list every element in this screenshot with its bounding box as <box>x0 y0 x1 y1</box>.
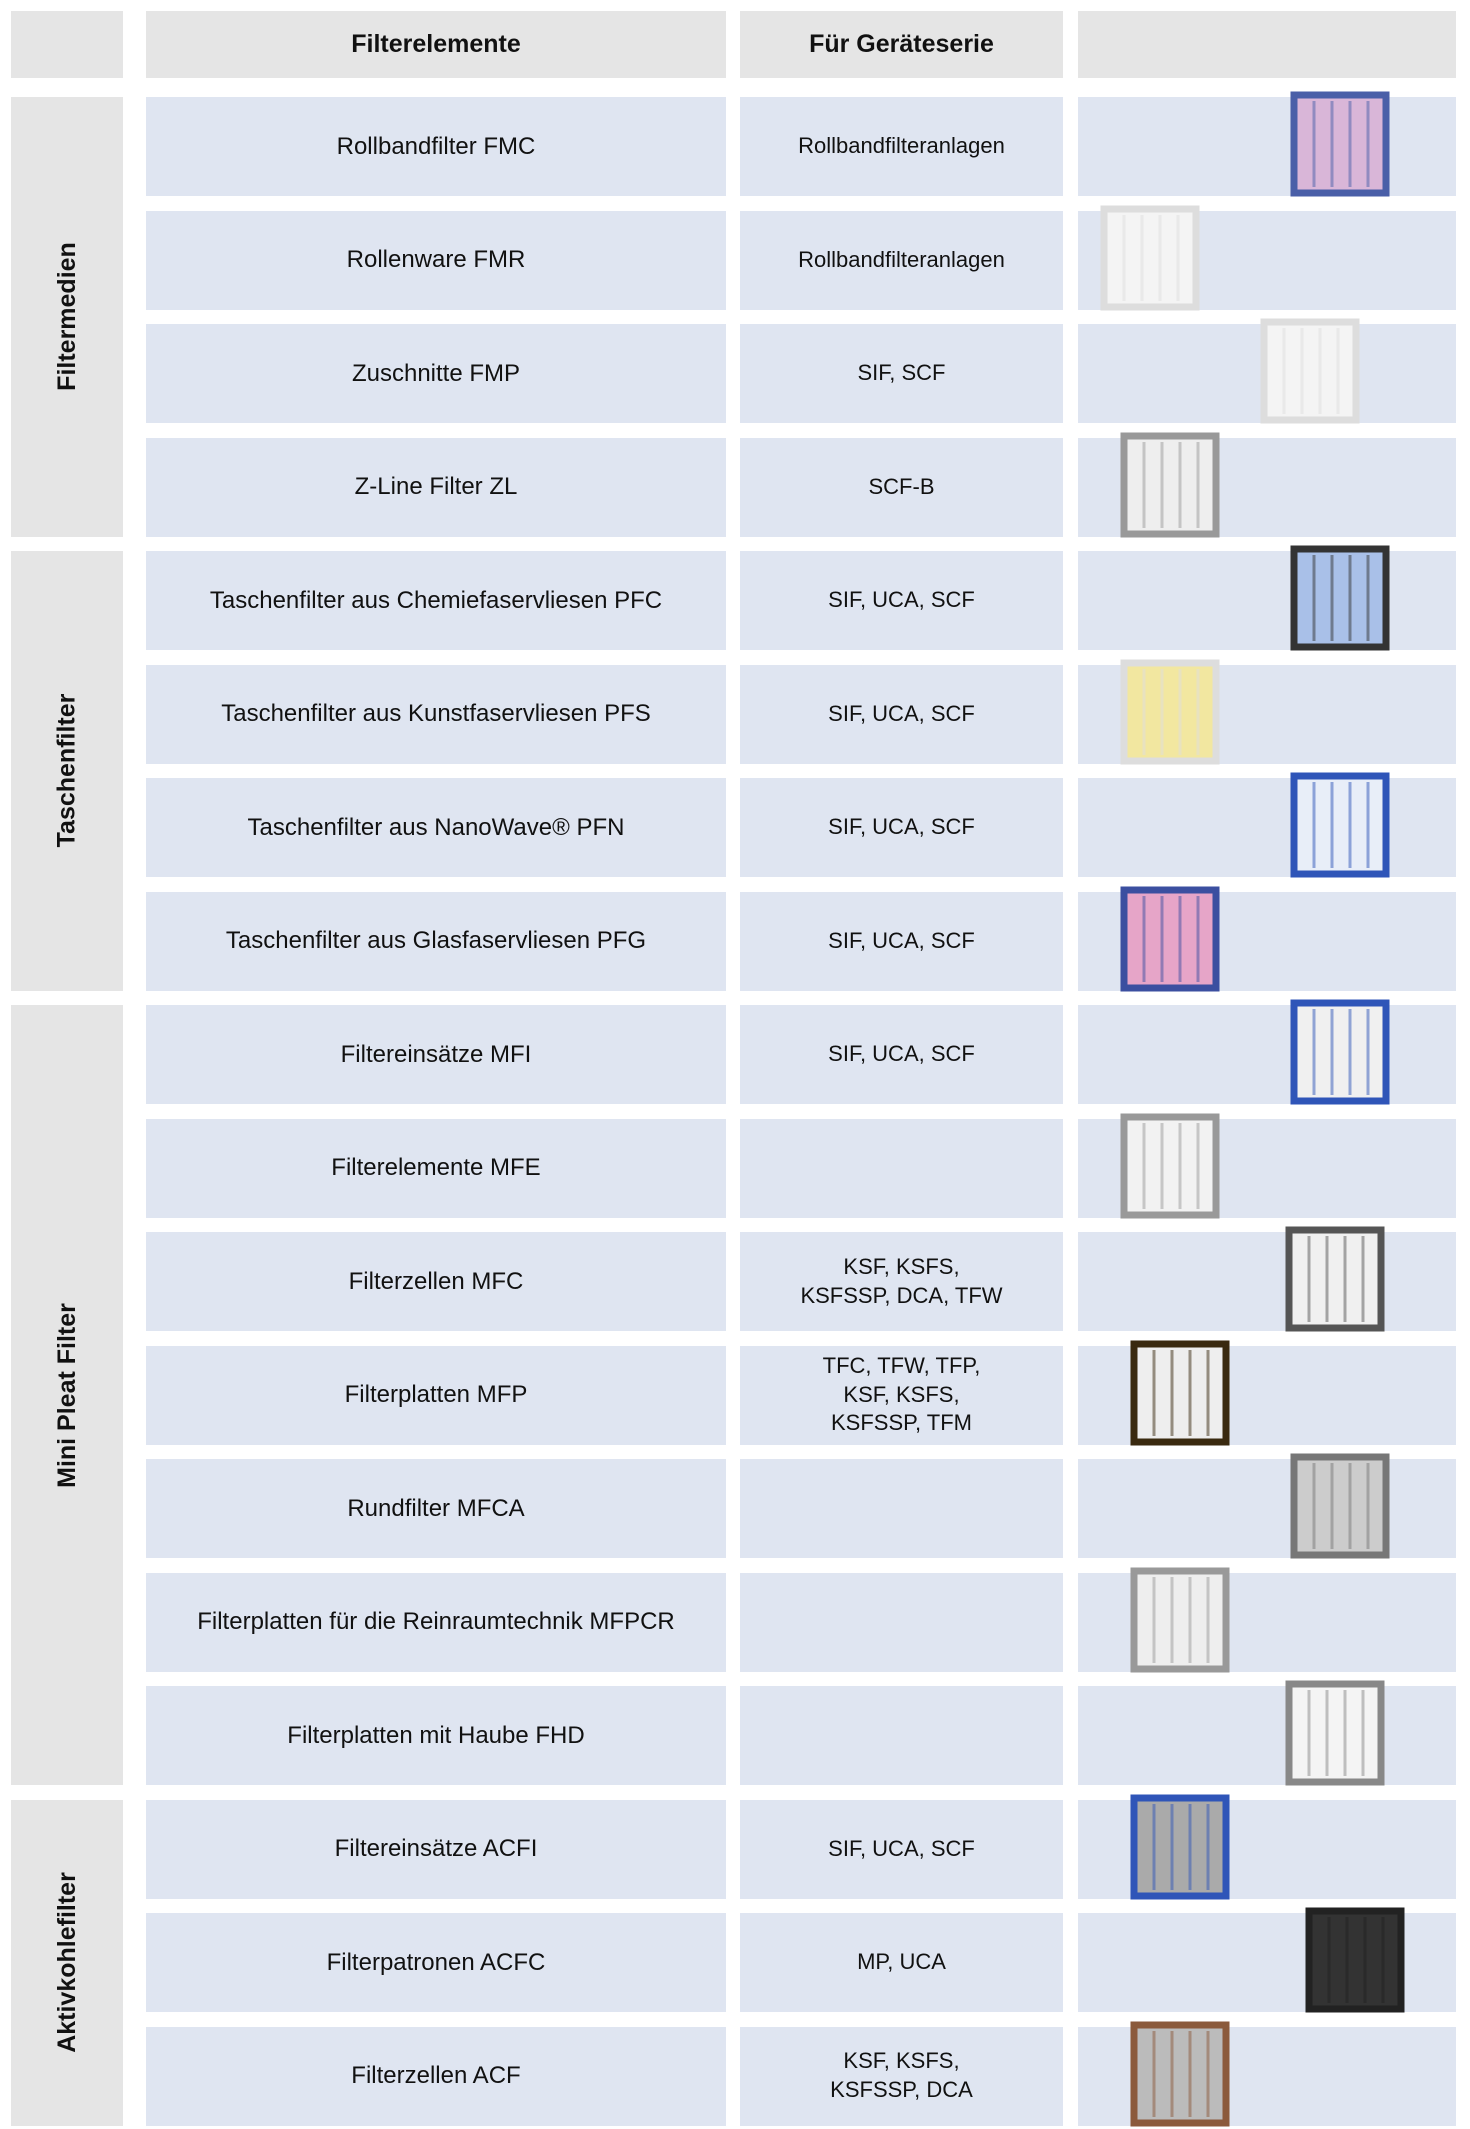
device-series: Rollbandfilteranlagen <box>740 97 1063 196</box>
filter-element: Filterplatten MFP <box>146 1345 726 1445</box>
filter-frame <box>1120 886 1220 991</box>
group-label-text: Mini Pleat Filter <box>52 1302 81 1488</box>
product-image-cell <box>1078 1686 1456 1785</box>
filter-frame <box>1120 432 1220 537</box>
product-image-cell <box>1078 551 1456 650</box>
product-image <box>1130 1340 1230 1445</box>
filter-frame <box>1260 318 1360 424</box>
product-image <box>1100 205 1200 310</box>
filter-frame <box>1290 1453 1390 1559</box>
product-image-cell <box>1078 97 1456 196</box>
filter-frame <box>1120 659 1220 764</box>
product-image <box>1290 999 1390 1105</box>
product-image <box>1285 1226 1385 1332</box>
filter-frame <box>1130 1340 1230 1445</box>
header-series: Für Geräteserie <box>740 11 1063 78</box>
filter-frame <box>1100 205 1200 310</box>
product-image <box>1290 772 1390 878</box>
group-label: Aktivkohlefilter <box>11 1799 123 2126</box>
device-series: SIF, UCA, SCF <box>740 664 1063 764</box>
device-series: KSF, KSFS, KSFSSP, DCA <box>740 2026 1063 2126</box>
device-series: SIF, SCF <box>740 324 1063 423</box>
device-series: SIF, UCA, SCF <box>740 1799 1063 1899</box>
filter-element: Filterplatten mit Haube FHD <box>146 1686 726 1785</box>
filter-element: Taschenfilter aus Kunstfaservliesen PFS <box>146 664 726 764</box>
filter-frame <box>1290 999 1390 1105</box>
product-image <box>1120 886 1220 991</box>
filter-frame <box>1290 772 1390 878</box>
product-image <box>1290 91 1390 197</box>
group-label: Filtermedien <box>11 97 123 537</box>
device-series <box>740 1686 1063 1785</box>
filter-frame <box>1285 1680 1385 1786</box>
filter-frame <box>1290 545 1390 651</box>
filter-frame <box>1130 1567 1230 1672</box>
product-image <box>1130 1567 1230 1672</box>
product-image <box>1305 1907 1405 2013</box>
header-image <box>1078 11 1456 78</box>
device-series: SIF, UCA, SCF <box>740 551 1063 650</box>
filter-element: Rollbandfilter FMC <box>146 97 726 196</box>
filter-frame <box>1290 91 1390 197</box>
header-blank <box>11 11 123 78</box>
filter-element: Filterelemente MFE <box>146 1118 726 1218</box>
header-elements: Filterelemente <box>146 11 726 78</box>
product-image <box>1260 318 1360 424</box>
device-series <box>740 1118 1063 1218</box>
filter-element: Filterzellen MFC <box>146 1232 726 1331</box>
filter-element: Taschenfilter aus Chemiefaservliesen PFC <box>146 551 726 650</box>
device-series: SIF, UCA, SCF <box>740 891 1063 991</box>
product-image <box>1120 432 1220 537</box>
device-series: SIF, UCA, SCF <box>740 778 1063 877</box>
device-series: SIF, UCA, SCF <box>740 1005 1063 1104</box>
device-series: KSF, KSFS, KSFSSP, DCA, TFW <box>740 1232 1063 1331</box>
filter-element: Taschenfilter aus NanoWave® PFN <box>146 778 726 877</box>
device-series: Rollbandfilteranlagen <box>740 210 1063 310</box>
filter-element: Zuschnitte FMP <box>146 324 726 423</box>
product-image <box>1285 1680 1385 1786</box>
product-image-cell <box>1078 1459 1456 1558</box>
group-label: Taschenfilter <box>11 551 123 991</box>
device-series: SCF-B <box>740 437 1063 537</box>
filter-frame <box>1130 2021 1230 2126</box>
filter-frame <box>1130 1794 1230 1899</box>
filter-element: Filterzellen ACF <box>146 2026 726 2126</box>
filter-element: Filterplatten für die Reinraumtechnik MF… <box>146 1572 726 1672</box>
product-image <box>1290 1453 1390 1559</box>
filter-element: Z-Line Filter ZL <box>146 437 726 537</box>
group-label: Mini Pleat Filter <box>11 1005 123 1785</box>
filter-element: Filterpatronen ACFC <box>146 1913 726 2012</box>
device-series <box>740 1459 1063 1558</box>
device-series: TFC, TFW, TFP, KSF, KSFS, KSFSSP, TFM <box>740 1345 1063 1445</box>
device-series: MP, UCA <box>740 1913 1063 2012</box>
filter-frame <box>1305 1907 1405 2013</box>
product-image-cell <box>1078 778 1456 877</box>
device-series <box>740 1572 1063 1672</box>
product-image <box>1120 1113 1220 1218</box>
filter-frame <box>1120 1113 1220 1218</box>
filter-frame <box>1285 1226 1385 1332</box>
group-label-text: Filtermedien <box>52 242 81 392</box>
group-label-text: Taschenfilter <box>52 693 81 848</box>
product-image <box>1130 2021 1230 2126</box>
product-image <box>1120 659 1220 764</box>
product-image-cell <box>1078 1005 1456 1104</box>
filter-element: Taschenfilter aus Glasfaservliesen PFG <box>146 891 726 991</box>
group-label-text: Aktivkohlefilter <box>52 1872 81 2053</box>
product-image-cell <box>1078 1232 1456 1331</box>
filter-element: Rundfilter MFCA <box>146 1459 726 1558</box>
product-image <box>1290 545 1390 651</box>
filter-element: Filtereinsätze ACFI <box>146 1799 726 1899</box>
product-image <box>1130 1794 1230 1899</box>
filter-element: Rollenware FMR <box>146 210 726 310</box>
filter-element: Filtereinsätze MFI <box>146 1005 726 1104</box>
